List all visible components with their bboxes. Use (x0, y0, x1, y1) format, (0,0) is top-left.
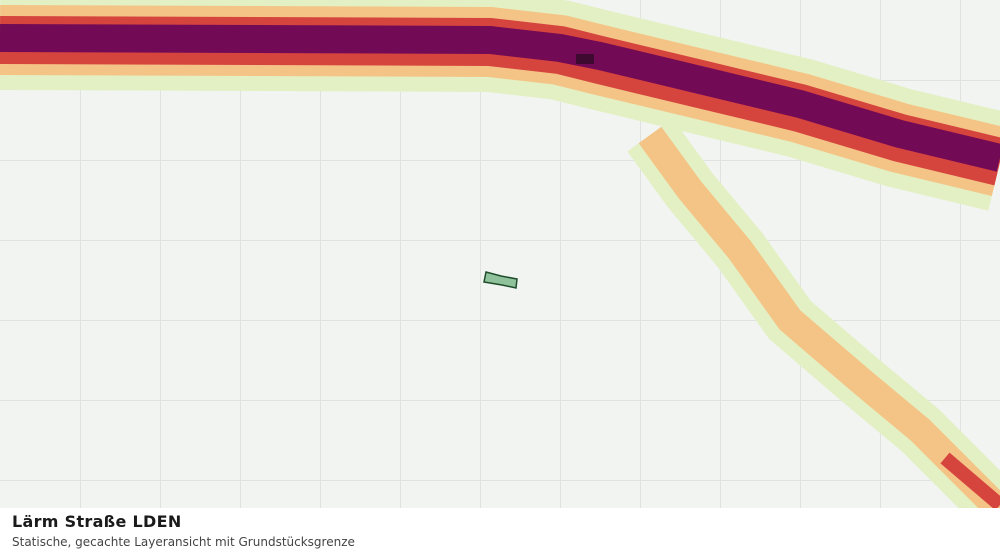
noise-main-road (0, 0, 1000, 211)
layer-title: Lärm Straße LDEN (12, 512, 182, 531)
map-view (0, 0, 1000, 508)
caption: Lärm Straße LDEN Statische, gecachte Lay… (12, 512, 355, 549)
layer-subtitle: Statische, gecachte Layeransicht mit Gru… (12, 535, 355, 549)
noise-diagonal-road (627, 118, 1000, 508)
parcel-boundary (483, 271, 518, 289)
